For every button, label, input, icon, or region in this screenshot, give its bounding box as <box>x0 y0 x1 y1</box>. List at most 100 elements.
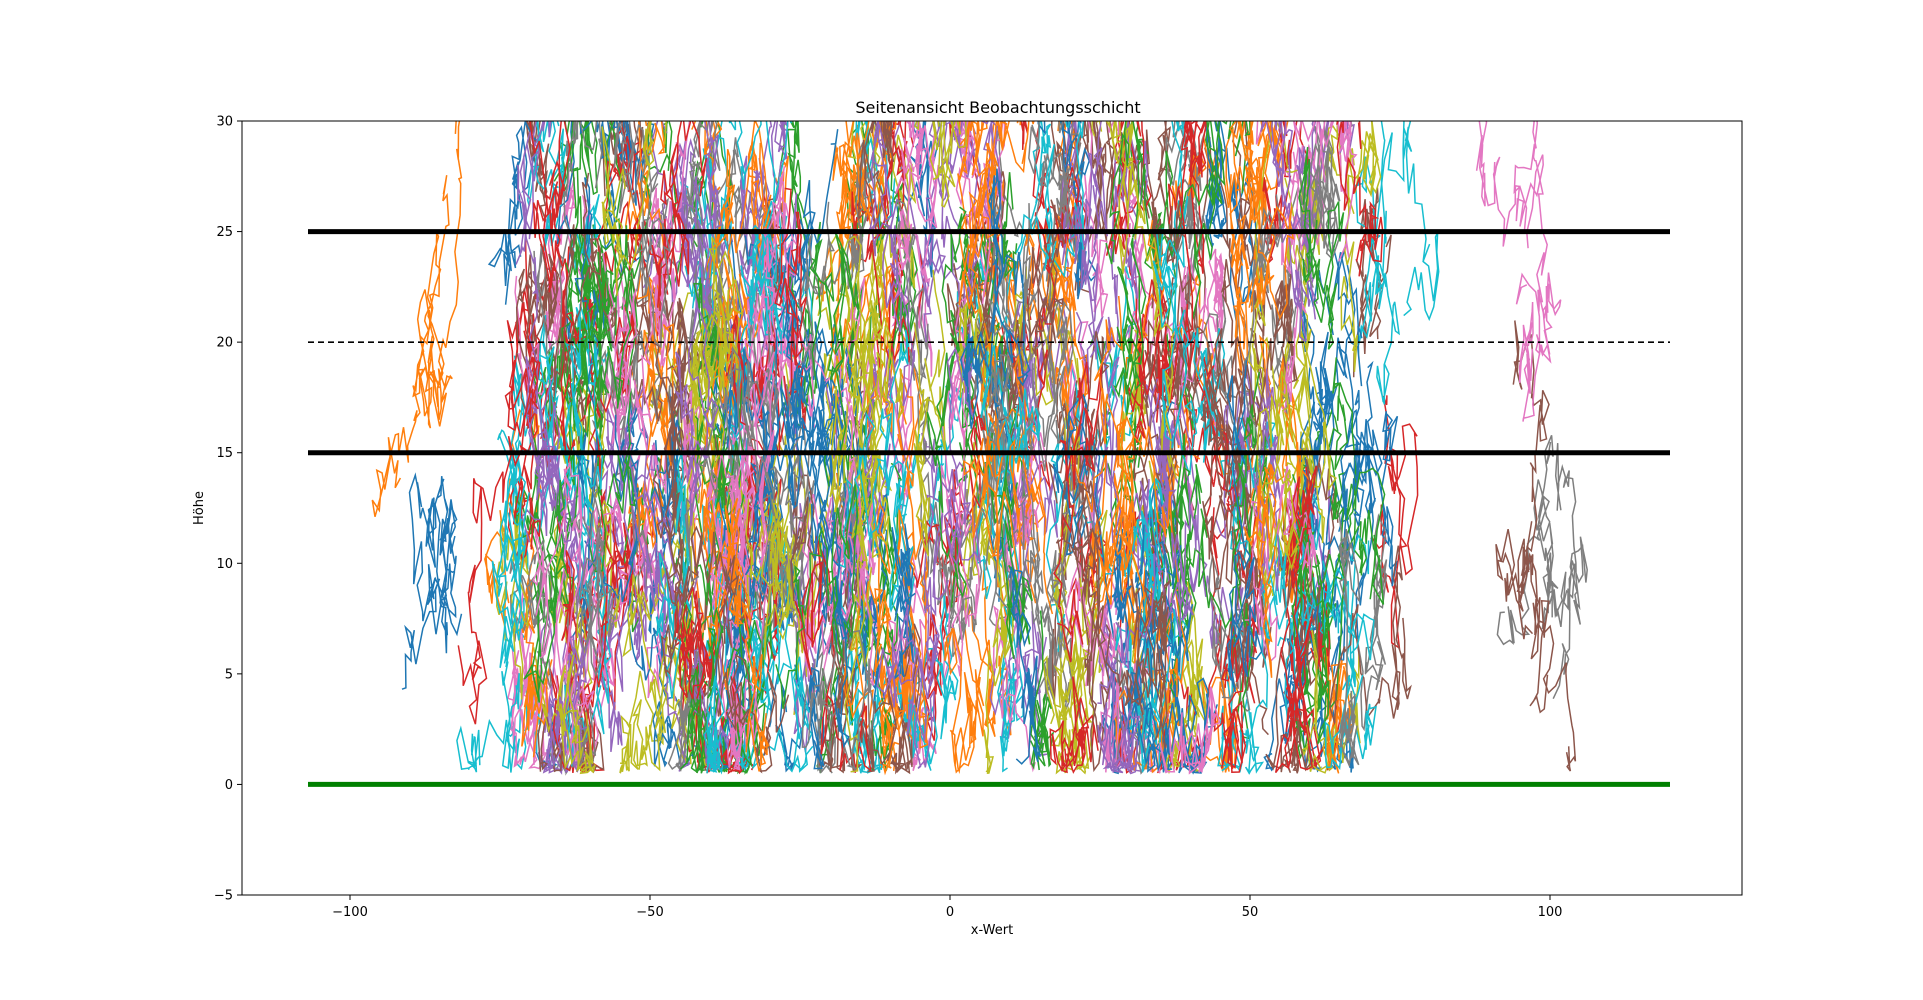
trajectory-line-527 <box>1475 121 1544 249</box>
trajectory-line-360 <box>891 523 916 681</box>
trajectory-line-331 <box>842 502 895 731</box>
trajectory-line-312 <box>1029 610 1055 771</box>
trajectory-line-236 <box>954 121 1006 305</box>
trajectory-line-468 <box>745 483 789 660</box>
trajectory-line-5 <box>1352 187 1392 378</box>
trajectory-line-470 <box>959 330 1011 429</box>
trajectory-line-85 <box>1052 121 1107 192</box>
trajectory-line-279 <box>1357 121 1400 405</box>
trajectory-line-508 <box>601 121 667 296</box>
trajectory-line-513 <box>1289 476 1315 771</box>
trajectory-line-515 <box>1027 199 1066 371</box>
x-tick-label: −50 <box>636 905 663 920</box>
trajectory-line-472 <box>602 121 638 514</box>
trajectory-line-342 <box>1105 121 1221 279</box>
trajectory-line-477 <box>801 582 876 772</box>
trajectory-line-392 <box>1192 121 1251 319</box>
trajectory-line-314 <box>642 140 701 289</box>
trajectory-line-462 <box>1113 237 1147 416</box>
y-tick-label: 5 <box>225 667 233 682</box>
trajectory-line-425 <box>1074 480 1106 773</box>
trajectory-line-327 <box>1208 556 1251 712</box>
trajectory-line-491 <box>730 497 770 772</box>
trajectory-line-442 <box>1316 467 1386 745</box>
trajectory-line-223 <box>910 393 988 588</box>
trajectory-line-484 <box>1097 661 1141 775</box>
trajectory-line-372 <box>1173 449 1247 659</box>
trajectory-line-50 <box>1205 147 1271 323</box>
trajectory-line-117 <box>941 488 977 663</box>
y-tick-label: 0 <box>225 778 233 793</box>
x-tick-label: −100 <box>332 905 368 920</box>
trajectory-line-318 <box>854 134 916 536</box>
trajectory-line-58 <box>822 121 885 388</box>
trajectory-line-520 <box>1537 523 1576 630</box>
trajectory-line-534 <box>371 289 432 517</box>
trajectory-line-374 <box>1151 392 1180 618</box>
trajectory-line-383 <box>559 296 615 482</box>
trajectory-line-128 <box>580 380 621 637</box>
x-tick-label: 100 <box>1538 905 1563 920</box>
trajectory-line-471 <box>1243 404 1294 678</box>
trajectory-line-176 <box>955 121 990 260</box>
trajectory-line-502 <box>1298 146 1345 350</box>
trajectory-line-497 <box>684 345 771 583</box>
y-axis: −5 0 5 10 15 20 25 30 <box>214 115 242 904</box>
trajectory-line-429 <box>980 345 1041 502</box>
trajectory-line-321 <box>815 141 868 302</box>
y-tick-label: 30 <box>216 115 233 130</box>
trajectory-line-479 <box>836 329 910 569</box>
trajectory-line-524 <box>1529 597 1577 772</box>
trajectory-line-441 <box>958 121 999 310</box>
trajectory-line-485 <box>553 172 617 396</box>
trajectory-line-276 <box>1255 121 1326 252</box>
trajectory-line-378 <box>741 489 818 654</box>
trajectory-line-403 <box>1213 621 1249 773</box>
trajectory-line-526 <box>1515 272 1552 422</box>
y-tick-label: 10 <box>216 557 233 572</box>
trajectory-line-478 <box>619 574 667 774</box>
trajectory-line-523 <box>1495 521 1539 612</box>
trajectory-line-147 <box>974 126 1037 466</box>
trajectory-lines <box>371 121 1588 776</box>
trajectory-line-413 <box>1141 183 1198 403</box>
trajectory-line-532 <box>417 175 450 417</box>
trajectory-line-179 <box>997 544 1025 773</box>
trajectory-line-358 <box>1293 304 1337 543</box>
trajectory-line-469 <box>1324 612 1377 771</box>
trajectory-line-529 <box>408 472 448 635</box>
trajectory-line-533 <box>427 121 463 427</box>
trajectory-line-443 <box>1053 361 1103 663</box>
y-tick-label: 20 <box>216 336 233 351</box>
trajectory-line-483 <box>673 586 708 700</box>
trajectory-line-509 <box>496 462 530 773</box>
trajectory-line-465 <box>1328 545 1412 723</box>
y-tick-label: −5 <box>214 889 233 904</box>
trajectory-line-248 <box>981 525 1014 774</box>
trajectory-line-294 <box>540 381 591 593</box>
trajectory-line-507 <box>613 121 671 349</box>
trajectory-line-492 <box>586 174 652 429</box>
reference-lines <box>308 229 1670 787</box>
trajectory-line-522 <box>1496 435 1554 646</box>
trajectory-line-493 <box>457 357 539 725</box>
trajectory-line-421 <box>706 505 744 691</box>
trajectory-line-504 <box>1115 476 1198 671</box>
trajectory-line-390 <box>1341 360 1383 640</box>
trajectory-line-65 <box>601 121 644 197</box>
trajectory-line-300 <box>768 664 825 773</box>
trajectory-line-498 <box>914 121 967 208</box>
trajectory-line-496 <box>749 166 786 567</box>
trajectory-line-402 <box>926 206 967 608</box>
x-tick-label: 50 <box>1242 905 1259 920</box>
trajectory-line-505 <box>1105 578 1170 749</box>
trajectory-line-467 <box>1298 142 1341 288</box>
trajectory-line-365 <box>1142 306 1188 550</box>
trajectory-line-423 <box>794 536 872 773</box>
trajectory-line-427 <box>1241 194 1283 487</box>
trajectory-line-517 <box>1338 512 1361 767</box>
trajectory-line-521 <box>1552 443 1588 700</box>
y-axis-label: Höhe <box>192 491 207 525</box>
plot-frame <box>241 120 1743 896</box>
